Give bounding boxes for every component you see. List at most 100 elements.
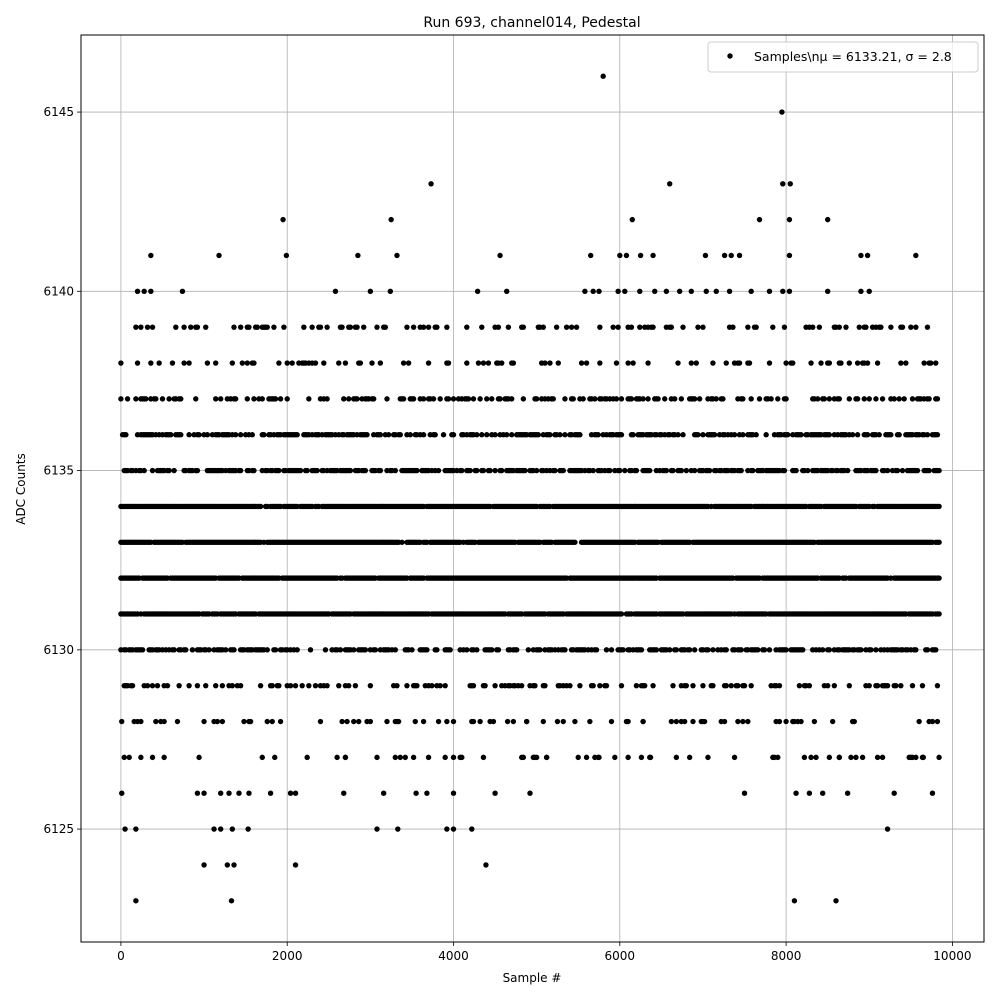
data-point bbox=[483, 862, 489, 868]
data-point bbox=[174, 718, 181, 725]
data-point bbox=[228, 898, 235, 904]
data-point bbox=[178, 396, 184, 402]
data-point bbox=[691, 396, 698, 402]
data-point bbox=[568, 324, 575, 330]
data-point bbox=[294, 432, 300, 438]
data-point bbox=[495, 324, 502, 330]
data-point bbox=[753, 432, 759, 438]
data-point bbox=[437, 682, 443, 689]
data-point bbox=[495, 647, 502, 653]
data-point bbox=[596, 288, 602, 295]
data-point bbox=[736, 252, 743, 259]
data-point bbox=[492, 790, 498, 796]
data-point bbox=[555, 360, 561, 366]
data-point bbox=[726, 288, 733, 295]
y-axis-label: ADC Counts bbox=[14, 453, 28, 525]
data-point bbox=[836, 754, 843, 761]
data-point bbox=[264, 718, 270, 725]
data-point bbox=[129, 682, 136, 689]
data-point bbox=[374, 754, 380, 761]
data-point bbox=[874, 754, 881, 761]
data-point bbox=[647, 754, 654, 761]
data-point bbox=[688, 360, 695, 366]
data-point bbox=[222, 647, 229, 653]
data-point bbox=[518, 682, 525, 689]
data-point bbox=[640, 396, 646, 402]
data-point bbox=[410, 396, 417, 402]
data-point bbox=[846, 396, 852, 402]
data-point bbox=[668, 324, 675, 330]
data-point bbox=[347, 467, 354, 474]
data-point bbox=[613, 360, 620, 366]
data-point bbox=[254, 324, 260, 330]
data-point bbox=[547, 432, 553, 438]
data-point bbox=[164, 682, 171, 689]
data-point bbox=[848, 754, 854, 761]
data-point bbox=[148, 360, 154, 366]
data-point bbox=[628, 324, 635, 330]
data-point bbox=[450, 396, 457, 402]
data-point bbox=[154, 682, 161, 689]
data-point bbox=[229, 826, 236, 832]
data-point bbox=[217, 790, 224, 796]
data-point bbox=[713, 288, 719, 295]
data-point bbox=[864, 360, 871, 366]
data-point bbox=[629, 216, 635, 223]
data-point bbox=[879, 754, 886, 761]
data-point bbox=[457, 754, 463, 761]
data-point bbox=[808, 754, 814, 761]
data-point bbox=[645, 360, 651, 366]
data-point bbox=[884, 826, 891, 832]
data-point bbox=[480, 360, 487, 366]
data-point bbox=[650, 252, 656, 259]
data-point bbox=[533, 396, 540, 402]
data-point bbox=[289, 360, 295, 366]
data-point bbox=[424, 790, 430, 796]
data-point bbox=[748, 288, 754, 295]
data-point bbox=[405, 360, 412, 366]
data-point bbox=[542, 360, 548, 366]
data-point bbox=[728, 252, 734, 259]
data-point bbox=[410, 754, 417, 761]
data-point bbox=[745, 324, 751, 330]
data-point bbox=[723, 360, 729, 366]
data-point bbox=[638, 754, 645, 761]
data-point bbox=[552, 467, 558, 474]
data-point bbox=[153, 396, 159, 402]
data-point bbox=[637, 288, 643, 295]
data-point bbox=[239, 360, 246, 366]
data-point bbox=[650, 324, 656, 330]
data-point bbox=[193, 396, 199, 402]
data-point bbox=[413, 790, 419, 796]
data-point bbox=[652, 288, 658, 295]
data-point bbox=[321, 360, 327, 366]
data-point bbox=[304, 467, 310, 474]
x-axis-ticks: 0 2000 4000 6000 8000 10000 bbox=[117, 942, 971, 963]
data-point bbox=[435, 467, 442, 474]
x-axis-label: Sample # bbox=[503, 971, 562, 985]
data-point bbox=[560, 467, 566, 474]
data-point bbox=[522, 467, 528, 474]
data-point bbox=[465, 396, 472, 402]
data-point bbox=[622, 288, 628, 295]
data-point bbox=[283, 252, 290, 259]
data-point bbox=[676, 288, 683, 295]
data-point bbox=[404, 324, 410, 330]
data-point bbox=[312, 360, 319, 366]
data-point bbox=[920, 754, 926, 761]
data-point bbox=[936, 611, 942, 617]
data-point bbox=[909, 396, 916, 402]
data-point bbox=[166, 396, 172, 402]
data-point bbox=[284, 360, 290, 366]
data-point bbox=[936, 539, 942, 545]
data-point bbox=[484, 432, 490, 438]
data-point bbox=[186, 360, 192, 366]
data-point bbox=[913, 754, 919, 761]
data-point bbox=[392, 467, 398, 474]
chart-title: Run 693, channel014, Pedestal bbox=[423, 15, 640, 31]
data-point bbox=[849, 432, 856, 438]
data-point bbox=[854, 432, 861, 438]
data-point bbox=[213, 396, 219, 402]
data-point bbox=[287, 790, 294, 796]
data-point bbox=[138, 718, 144, 725]
